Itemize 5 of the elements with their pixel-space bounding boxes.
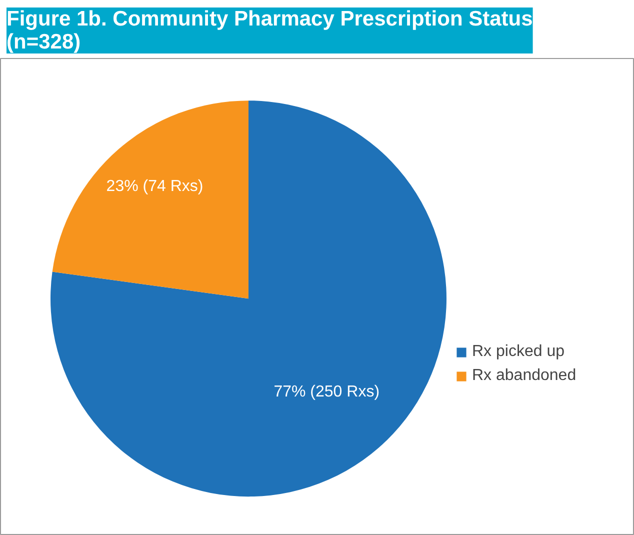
chart-title: Figure 1b. Community Pharmacy Prescription Status (n=328) bbox=[6, 8, 533, 54]
legend-label: Rx picked up bbox=[472, 343, 564, 361]
data-label: 23% (74 Rxs) bbox=[106, 178, 204, 195]
data-label: 77% (250 Rxs) bbox=[274, 383, 380, 400]
legend-label: Rx abandoned bbox=[472, 367, 576, 385]
